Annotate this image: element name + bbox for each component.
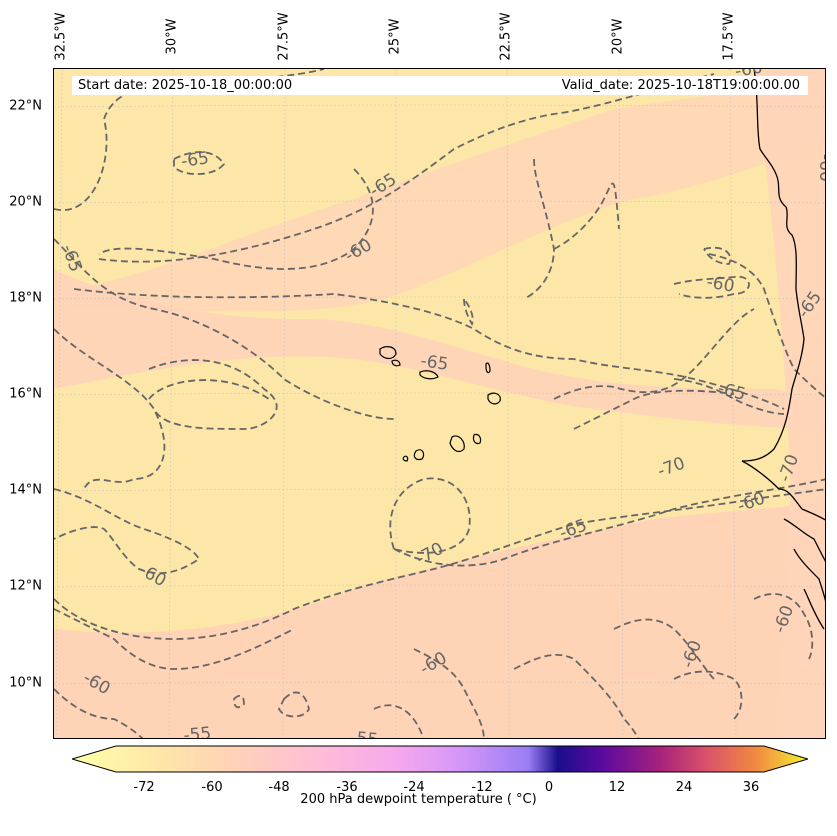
contour-label: -65	[419, 351, 449, 375]
colorbar-tick: 36	[742, 780, 760, 795]
colorbar-tick: -24	[403, 780, 425, 795]
contour-label: -65	[180, 148, 210, 172]
colorbar-tick: -48	[268, 780, 290, 795]
lon-label-20w: 20°W	[610, 18, 626, 54]
lat-label-14n: 14°N	[9, 482, 42, 498]
colorbar-tick: 24	[675, 780, 693, 795]
lon-label-25w: 25°W	[387, 18, 403, 54]
dewpoint-contours	[54, 69, 825, 738]
map-panel: -65 -65 -60 -65 -65 -60 -65 -70 -70 -60 …	[53, 68, 826, 739]
colorbar-body	[72, 745, 808, 773]
contour-label: -60	[705, 272, 736, 297]
lat-label-10n: 10°N	[9, 675, 42, 691]
lat-label-16n: 16°N	[9, 386, 42, 402]
dewpoint-field-map: -65 -65 -60 -65 -65 -60 -65 -70 -70 -60 …	[54, 69, 826, 739]
date-info-box: Start date: 2025-10-18_00:00:00 Valid_da…	[72, 76, 808, 95]
lon-label-32-5w: 32.5°W	[53, 11, 69, 61]
lat-label-20n: 20°N	[9, 194, 42, 210]
lat-label-22n: 22°N	[9, 98, 42, 114]
cape-verde-islands	[379, 346, 501, 462]
colorbar-tick: -36	[336, 780, 358, 795]
colorbar-tick: 0	[544, 780, 554, 795]
colorbar-title: 200 hPa dewpoint temperature ( °C)	[300, 792, 537, 807]
lon-label-17-5w: 17.5°W	[721, 11, 737, 61]
valid-date-label: Valid_date: 2025-10-18T19:00:00.00	[561, 78, 800, 93]
colorbar-tick: -72	[133, 780, 155, 795]
lon-label-27-5w: 27.5°W	[276, 11, 292, 61]
field-band-south	[54, 499, 825, 738]
colorbar-tick: 12	[608, 780, 626, 795]
colorbar	[72, 745, 808, 773]
lon-label-22-5w: 22.5°W	[498, 11, 514, 61]
lat-label-18n: 18°N	[9, 290, 42, 306]
contour-label: -55	[350, 728, 379, 739]
colorbar-tick: -12	[471, 780, 493, 795]
contour-label: -55	[183, 724, 212, 739]
coastline	[741, 69, 825, 630]
lat-label-12n: 12°N	[9, 578, 42, 594]
field-band-north	[74, 69, 825, 312]
lon-label-30w: 30°W	[164, 18, 180, 54]
colorbar-tick: -60	[201, 780, 223, 795]
start-date-label: Start date: 2025-10-18_00:00:00	[78, 78, 293, 93]
field-band-middle	[54, 269, 825, 429]
contour-label: -60	[815, 154, 826, 182]
